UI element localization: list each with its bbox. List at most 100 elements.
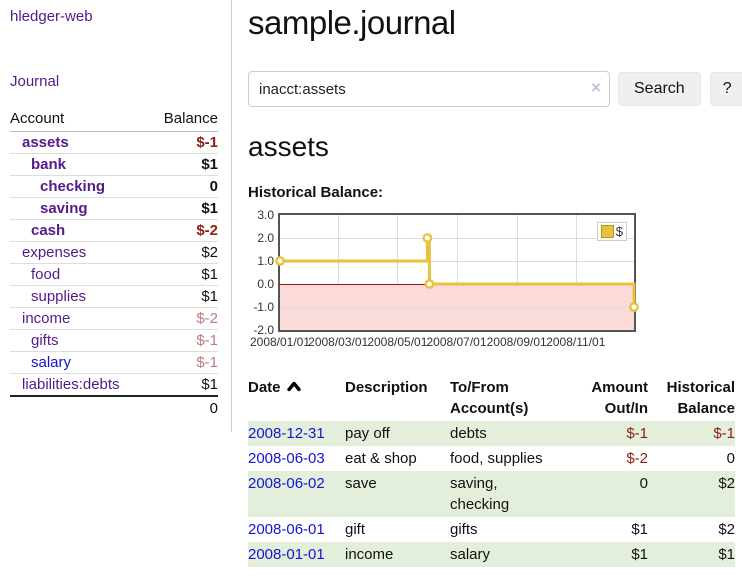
register-description-cell: gift <box>345 521 366 538</box>
search-input[interactable] <box>248 71 610 107</box>
account-link[interactable]: expenses <box>22 244 87 261</box>
transaction-date-link[interactable]: 2008-12-31 <box>248 425 325 442</box>
gridline <box>280 307 634 308</box>
chart-x-axis-labels: 2008/01/01 2008/03/01 2008/05/01 2008/07/01… <box>250 335 636 351</box>
account-row: salary $-1 <box>10 351 218 374</box>
register-accounts-cell: gifts <box>450 521 478 538</box>
account-name-cell: salary <box>10 352 149 374</box>
account-link[interactable]: bank <box>31 156 67 173</box>
register-accounts-cell: debts <box>450 425 487 442</box>
register-date-cell: 2008-12-31 <box>248 421 345 446</box>
register-row: 2008-06-02 save saving, checking 0 $2 <box>248 471 735 517</box>
account-balance: $-2 <box>196 222 218 239</box>
accounts-table: Account Balance assets $-1 bank $1 check… <box>10 108 218 420</box>
x-tick-label: 2008/09/01 <box>486 335 547 349</box>
register-date-cell: 2008-06-01 <box>248 517 345 542</box>
page-title: sample.journal <box>248 4 456 41</box>
transaction-date-link[interactable]: 2008-06-03 <box>248 450 325 467</box>
chart-plot-area: $ <box>275 213 639 332</box>
accounts-col-account: Account <box>10 110 65 127</box>
account-balance: $1 <box>201 266 218 283</box>
x-tick-label: 2008/05/01 <box>367 335 428 349</box>
account-link[interactable]: saving <box>40 200 88 217</box>
register-balance-cell: $2 <box>718 521 735 538</box>
register-balance-cell: $2 <box>718 475 735 492</box>
account-balance: $1 <box>201 376 218 393</box>
register-amount-cell: $1 <box>631 546 648 563</box>
account-link[interactable]: liabilities:debts <box>22 376 120 393</box>
register-col-amount: Amount Out/In <box>591 379 648 417</box>
sidebar-panel: hledger-web Journal Account Balance asse… <box>0 0 232 432</box>
account-link[interactable]: food <box>31 266 61 283</box>
gridline <box>280 261 634 262</box>
accounts-table-header: Account Balance <box>10 108 218 132</box>
y-tick-label: 1.0 <box>257 254 274 268</box>
y-tick-label: 3.0 <box>257 208 274 222</box>
search-bar: × Search ? <box>248 71 742 107</box>
register-header-row: Date Description To/From Account(s) Amou… <box>248 375 735 421</box>
account-link[interactable]: checking <box>40 178 106 195</box>
account-row: assets $-1 <box>10 132 218 154</box>
account-row: expenses $2 <box>10 241 218 264</box>
account-balance: $2 <box>201 244 218 261</box>
account-name-cell: bank <box>10 154 149 176</box>
register-col-balance: Historical Balance <box>666 379 735 417</box>
account-name-cell: assets <box>10 132 149 154</box>
account-row: bank $1 <box>10 153 218 176</box>
help-button[interactable]: ? <box>709 72 742 106</box>
account-name-cell: food <box>10 264 149 286</box>
sidebar-item-journal[interactable]: Journal <box>10 73 60 90</box>
account-link[interactable]: supplies <box>31 288 87 305</box>
register-date-cell: 2008-06-02 <box>248 471 345 517</box>
account-balance: $-1 <box>196 354 218 371</box>
y-tick-label: -2.0 <box>253 323 274 337</box>
register-row: 2008-06-01 gift gifts $1 $2 <box>248 517 735 542</box>
app-title-link[interactable]: hledger-web <box>10 8 93 25</box>
account-row: gifts $-1 <box>10 329 218 352</box>
chart-y-axis-labels: 3.0 2.0 1.0 0.0 -1.0 -2.0 <box>248 208 274 337</box>
register-accounts-cell: food, supplies <box>450 450 543 467</box>
page: hledger-web Journal Account Balance asse… <box>0 0 742 567</box>
chart-grid <box>280 215 634 330</box>
y-tick-label: -1.0 <box>253 300 274 314</box>
sort-ascending-icon <box>286 377 301 398</box>
account-name-cell: income <box>10 308 149 330</box>
gridline <box>397 215 399 330</box>
register-balance-cell: $1 <box>718 546 735 563</box>
account-link[interactable]: income <box>22 310 71 327</box>
register-table: Date Description To/From Account(s) Amou… <box>248 375 735 567</box>
register-col-accounts: To/From Account(s) <box>450 379 529 417</box>
transaction-date-link[interactable]: 2008-06-01 <box>248 521 325 538</box>
transaction-date-link[interactable]: 2008-01-01 <box>248 546 325 563</box>
clear-search-icon[interactable]: × <box>591 78 601 97</box>
gridline <box>456 215 458 330</box>
account-link[interactable]: salary <box>31 354 72 371</box>
data-point-marker <box>422 233 433 243</box>
register-amount-cell: $1 <box>631 521 648 538</box>
search-button[interactable]: Search <box>618 72 701 106</box>
transaction-date-link[interactable]: 2008-06-02 <box>248 475 325 492</box>
account-name-cell: checking <box>10 176 149 198</box>
account-link[interactable]: cash <box>31 222 66 239</box>
account-row: income $-2 <box>10 307 218 330</box>
account-link[interactable]: assets <box>22 134 69 151</box>
x-tick-label: 2008/07/01 <box>426 335 487 349</box>
register-row: 2008-06-03 eat & shop food, supplies $-2… <box>248 446 735 471</box>
account-balance: $-1 <box>196 332 218 349</box>
account-balance: $-2 <box>196 310 218 327</box>
account-name-cell: expenses <box>10 242 149 264</box>
account-row: checking 0 <box>10 175 218 198</box>
register-date-cell: 2008-01-01 <box>248 542 345 567</box>
y-tick-label: 2.0 <box>257 231 274 245</box>
register-col-date[interactable]: Date <box>248 375 345 421</box>
chart-title: Historical Balance: <box>248 184 384 201</box>
account-name-cell: gifts <box>10 330 149 352</box>
account-balance: 0 <box>209 178 218 195</box>
register-col-description: Description <box>345 379 428 396</box>
register-accounts-cell: salary <box>450 546 491 563</box>
account-link[interactable]: gifts <box>31 332 59 349</box>
search-input-wrap: × <box>248 71 610 107</box>
account-name-cell: liabilities:debts <box>10 374 149 397</box>
register-amount-cell: $-1 <box>626 425 648 442</box>
account-heading: assets <box>248 131 329 162</box>
